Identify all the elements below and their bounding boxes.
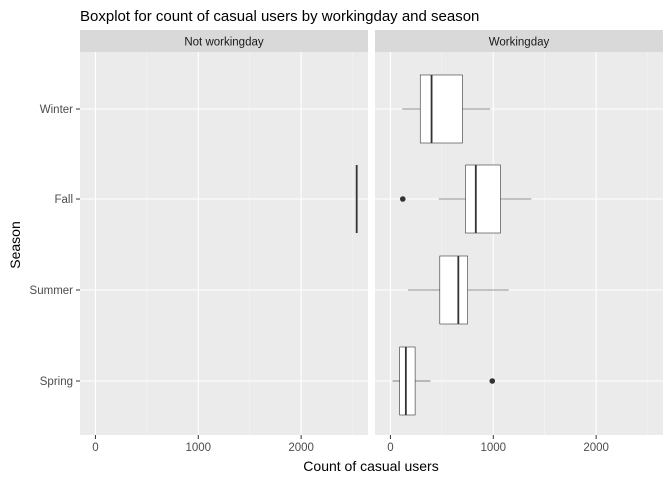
y-tick-label: Spring xyxy=(40,376,73,388)
facet-strip xyxy=(80,30,368,52)
box-spring-workingday xyxy=(392,346,496,416)
y-tick-label: Fall xyxy=(54,194,73,206)
box-iqr xyxy=(419,74,463,144)
x-tick-label: 1000 xyxy=(185,442,211,454)
box-iqr xyxy=(465,164,501,234)
x-tick-label: 0 xyxy=(387,442,393,454)
box-iqr xyxy=(439,255,468,325)
x-axis-title: Count of casual users xyxy=(303,458,438,474)
x-tick-label: 1000 xyxy=(480,442,506,454)
panel-background xyxy=(80,52,368,435)
y-tick-label: Winter xyxy=(40,104,73,116)
x-tick-label: 2000 xyxy=(583,442,609,454)
x-tick-label: 0 xyxy=(92,442,98,454)
facet-strip-label: Workingday xyxy=(489,37,550,49)
box-iqr xyxy=(399,346,416,416)
facet-workingday: Workingday 0 1000 2000 xyxy=(375,30,663,454)
outlier-point xyxy=(489,378,496,384)
facet-strip xyxy=(375,30,663,52)
y-axis-title: Season xyxy=(7,221,23,268)
box-fall-workingday xyxy=(399,164,532,234)
x-tick-label: 2000 xyxy=(288,442,314,454)
facet-not-workingday: Not workingday 0 1000 2000 xyxy=(80,30,368,454)
y-tick-label: Summer xyxy=(30,285,74,297)
box-winter-workingday xyxy=(402,74,491,144)
outlier-point xyxy=(399,196,406,202)
box-summer-workingday xyxy=(407,255,509,325)
chart-title: Boxplot for count of casual users by wor… xyxy=(80,8,479,25)
facet-strip-label: Not workingday xyxy=(184,37,264,49)
